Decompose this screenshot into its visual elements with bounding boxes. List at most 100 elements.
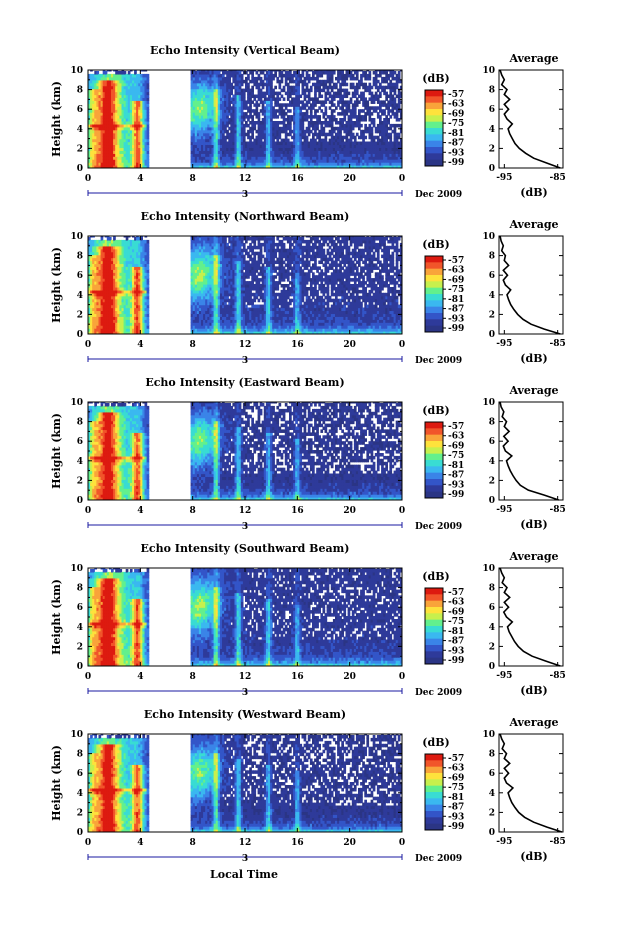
- heat-cell: [360, 94, 363, 99]
- heat-cell: [140, 103, 143, 107]
- heat-cell: [94, 257, 97, 262]
- heat-cell: [119, 82, 123, 87]
- heat-cell: [108, 150, 112, 154]
- heat-cell: [232, 118, 236, 122]
- heat-cell: [100, 162, 104, 166]
- heat-cell: [213, 156, 217, 160]
- heat-cell: [274, 144, 277, 149]
- heat-cell: [94, 121, 97, 125]
- heat-cell: [190, 298, 194, 303]
- heat-cell: [303, 94, 307, 99]
- heat-cell: [364, 100, 367, 104]
- heat-cell: [238, 150, 242, 154]
- heat-cell: [90, 325, 93, 329]
- heat-cell: [219, 129, 223, 134]
- heat-cell: [265, 159, 269, 163]
- heat-cell: [242, 162, 246, 166]
- heat-cell: [209, 129, 213, 134]
- heat-cell: [96, 162, 100, 166]
- heat-cell: [138, 76, 141, 81]
- heat-cell: [263, 97, 267, 101]
- heat-cell: [90, 132, 93, 137]
- heat-cell: [347, 121, 351, 125]
- heat-cell: [316, 70, 319, 72]
- heat-cell: [190, 331, 194, 334]
- heat-cell: [104, 325, 108, 329]
- heat-cell: [136, 307, 139, 312]
- heat-cell: [351, 115, 355, 119]
- heat-cell: [136, 301, 139, 306]
- heat-cell: [395, 156, 399, 160]
- heat-cell: [123, 272, 127, 276]
- heat-cell: [138, 269, 141, 273]
- heat-cell: [119, 316, 123, 320]
- heat-cell: [217, 100, 221, 104]
- heat-cell: [94, 109, 97, 113]
- heat-cell: [280, 71, 284, 75]
- heat-cell: [383, 153, 386, 157]
- heat-cell: [322, 121, 326, 125]
- heat-cell: [328, 115, 332, 119]
- x-tick-label: 8: [190, 174, 196, 184]
- heat-cell: [192, 106, 196, 110]
- heat-cell: [190, 126, 194, 131]
- heat-cell: [111, 156, 114, 160]
- heat-cell: [209, 91, 213, 96]
- heat-cell: [397, 123, 401, 128]
- heat-cell: [144, 91, 148, 96]
- heat-cell: [111, 295, 114, 300]
- heat-cell: [259, 159, 263, 163]
- heat-cell: [127, 322, 131, 326]
- heat-cell: [108, 118, 112, 122]
- heat-cell: [192, 70, 196, 72]
- heat-cell: [242, 123, 246, 128]
- heat-cell: [129, 156, 133, 160]
- heat-cell: [113, 144, 116, 149]
- heat-cell: [224, 109, 227, 113]
- heat-cell: [291, 156, 294, 160]
- colorbar-segment: [425, 159, 443, 167]
- heat-cell: [397, 100, 401, 104]
- heat-cell: [92, 287, 95, 291]
- heat-cell: [259, 150, 263, 154]
- heat-cell: [132, 316, 135, 320]
- heat-cell: [100, 94, 104, 99]
- heat-cell: [106, 118, 110, 122]
- heat-cell: [134, 132, 137, 137]
- heat-cell: [284, 132, 288, 137]
- heat-cell: [207, 71, 210, 75]
- heat-cell: [142, 144, 146, 149]
- heat-cell: [345, 150, 349, 154]
- heat-cell: [324, 109, 328, 113]
- heat-cell: [138, 132, 141, 137]
- heat-cell: [138, 310, 141, 315]
- heat-cell: [127, 76, 131, 81]
- heat-cell: [136, 153, 139, 157]
- heat-cell: [353, 156, 357, 160]
- heat-cell: [272, 153, 275, 157]
- heat-cell: [393, 159, 397, 163]
- heat-cell: [123, 150, 127, 154]
- heat-cell: [136, 82, 139, 87]
- heat-cell: [307, 76, 311, 81]
- heat-cell: [104, 156, 108, 160]
- heat-cell: [381, 109, 384, 113]
- heat-cell: [234, 118, 238, 122]
- heat-cell: [278, 159, 282, 163]
- heat-cell: [92, 289, 95, 294]
- heat-cell: [270, 71, 273, 75]
- heat-cell: [276, 153, 280, 157]
- heat-cell: [240, 103, 244, 107]
- heat-cell: [196, 316, 200, 320]
- heat-cell: [278, 97, 282, 101]
- heat-cell: [142, 295, 146, 300]
- panel-title: Echo Intensity (Vertical Beam): [150, 44, 340, 57]
- heat-cell: [190, 304, 194, 309]
- heat-cell: [203, 71, 206, 75]
- heat-cell: [268, 97, 271, 101]
- heat-cell: [125, 278, 129, 282]
- heat-cell: [374, 106, 378, 110]
- heat-cell: [230, 71, 233, 75]
- heat-cell: [125, 281, 129, 285]
- heat-cell: [286, 82, 290, 87]
